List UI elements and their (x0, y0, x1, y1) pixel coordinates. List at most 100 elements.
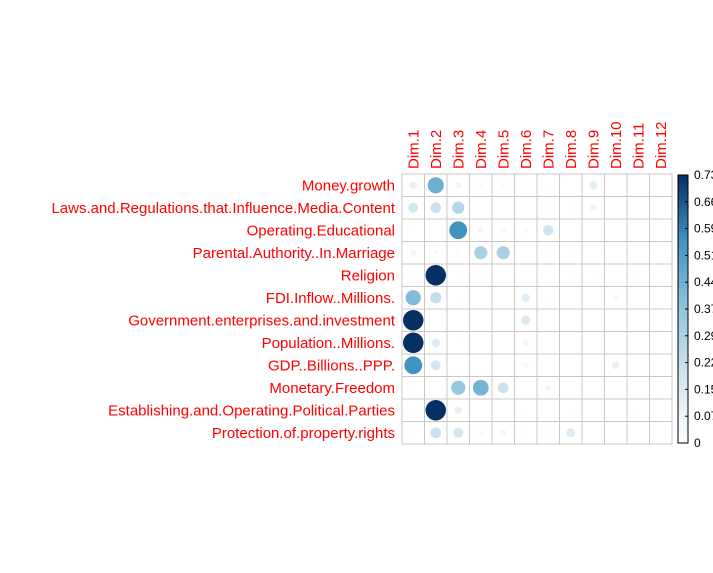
grid-cell (424, 376, 448, 400)
value-circle (409, 181, 418, 190)
legend-swatch (678, 329, 688, 334)
grid-cell (536, 398, 560, 422)
value-circle (478, 430, 484, 436)
legend-swatch (678, 379, 688, 384)
legend-swatch (678, 191, 688, 196)
grid-cell (604, 218, 628, 242)
legend-swatch (678, 399, 688, 404)
value-circle (543, 225, 554, 236)
grid-cell (581, 308, 605, 332)
grid-cell (581, 218, 605, 242)
value-circle (410, 249, 417, 256)
grid-cell (469, 308, 493, 332)
grid-cell (626, 196, 650, 220)
value-circle (521, 293, 530, 302)
grid-cell (649, 196, 673, 220)
value-circle (497, 382, 509, 394)
legend-tick-label: 0.37 (694, 302, 713, 316)
value-circle (547, 431, 550, 434)
value-circle (404, 356, 423, 375)
grid-cell (626, 353, 650, 377)
legend-swatch (678, 195, 688, 200)
value-circle (521, 315, 531, 325)
legend-swatch (678, 335, 688, 340)
legend-swatch (678, 245, 688, 250)
legend-swatch (678, 409, 688, 414)
legend-tick-label: 0.22 (694, 356, 713, 370)
value-circle (452, 201, 465, 214)
legend-swatch (678, 359, 688, 364)
color-legend: 0.73 0.66 0.59 0.51 0.44 0.37 0.29 0.22 0.15 0.07… (677, 168, 713, 450)
value-circle (496, 246, 510, 260)
legend-swatch (678, 185, 688, 189)
grid-cell (626, 308, 650, 332)
legend-swatch (678, 295, 688, 300)
value-circle (569, 206, 573, 210)
legend-swatch (678, 262, 688, 267)
grid-cell (469, 353, 493, 377)
row-label: Population..Millions. (262, 335, 395, 352)
legend-swatch (678, 302, 688, 307)
value-circle (411, 431, 415, 435)
value-circle (569, 408, 573, 412)
value-circle (523, 227, 529, 233)
grid-cell (559, 331, 583, 355)
value-circle (430, 292, 442, 304)
legend-swatch (678, 282, 688, 287)
row-label: Government.enterprises.and.investment (128, 312, 396, 329)
grid-cell (559, 173, 583, 197)
value-circle (455, 182, 462, 189)
value-circle (637, 274, 640, 277)
legend-swatch (678, 275, 688, 280)
grid-cell (626, 241, 650, 265)
legend-swatch (678, 312, 688, 317)
grid-cell (604, 308, 628, 332)
legend-swatch (678, 288, 688, 293)
legend-swatch (678, 362, 688, 367)
value-circle (478, 183, 483, 188)
legend-tick-label: 0.66 (694, 195, 713, 209)
legend-swatch (678, 365, 688, 370)
legend-tick-label: 0.51 (694, 248, 713, 262)
value-circle (472, 379, 489, 396)
column-label: Dim.7 (540, 130, 557, 169)
value-circle (590, 204, 597, 211)
value-circle (403, 332, 424, 353)
value-circle (547, 296, 550, 299)
legend-swatch (678, 386, 688, 390)
legend-swatch (678, 252, 688, 256)
row-label: Protection.of.property.rights (212, 425, 395, 442)
grid-cell (514, 263, 538, 287)
legend-swatch (678, 422, 688, 427)
grid-cell (559, 286, 583, 310)
value-circle (522, 339, 529, 346)
row-label: GDP..Billions..PPP. (268, 357, 395, 374)
legend-swatch (678, 322, 688, 327)
grid-cell (581, 353, 605, 377)
column-label: Dim.6 (518, 130, 535, 169)
grid-cell (424, 308, 448, 332)
legend-swatch (678, 345, 688, 350)
grid-cell (649, 218, 673, 242)
value-circle (425, 265, 446, 286)
value-circle (500, 227, 506, 233)
value-circle (637, 409, 640, 412)
legend-swatch (678, 369, 688, 374)
legend-swatch (678, 258, 688, 263)
legend-swatch (678, 272, 688, 277)
legend-swatch (678, 235, 688, 240)
column-label: Dim.8 (563, 130, 580, 169)
legend-swatch (678, 181, 688, 186)
column-label: Dim.11 (630, 123, 647, 169)
legend-swatch (678, 412, 688, 417)
column-label: Dim.9 (585, 130, 602, 169)
legend-tick-label: 0.07 (694, 409, 713, 423)
value-circle (433, 250, 439, 256)
column-label: Dim.2 (428, 130, 445, 169)
value-circle (613, 295, 619, 301)
row-label: Monetary.Freedom (269, 380, 395, 397)
grid-cell (581, 241, 605, 265)
value-circle (403, 310, 424, 331)
legend-swatch (678, 426, 688, 431)
legend-swatch (678, 175, 688, 179)
